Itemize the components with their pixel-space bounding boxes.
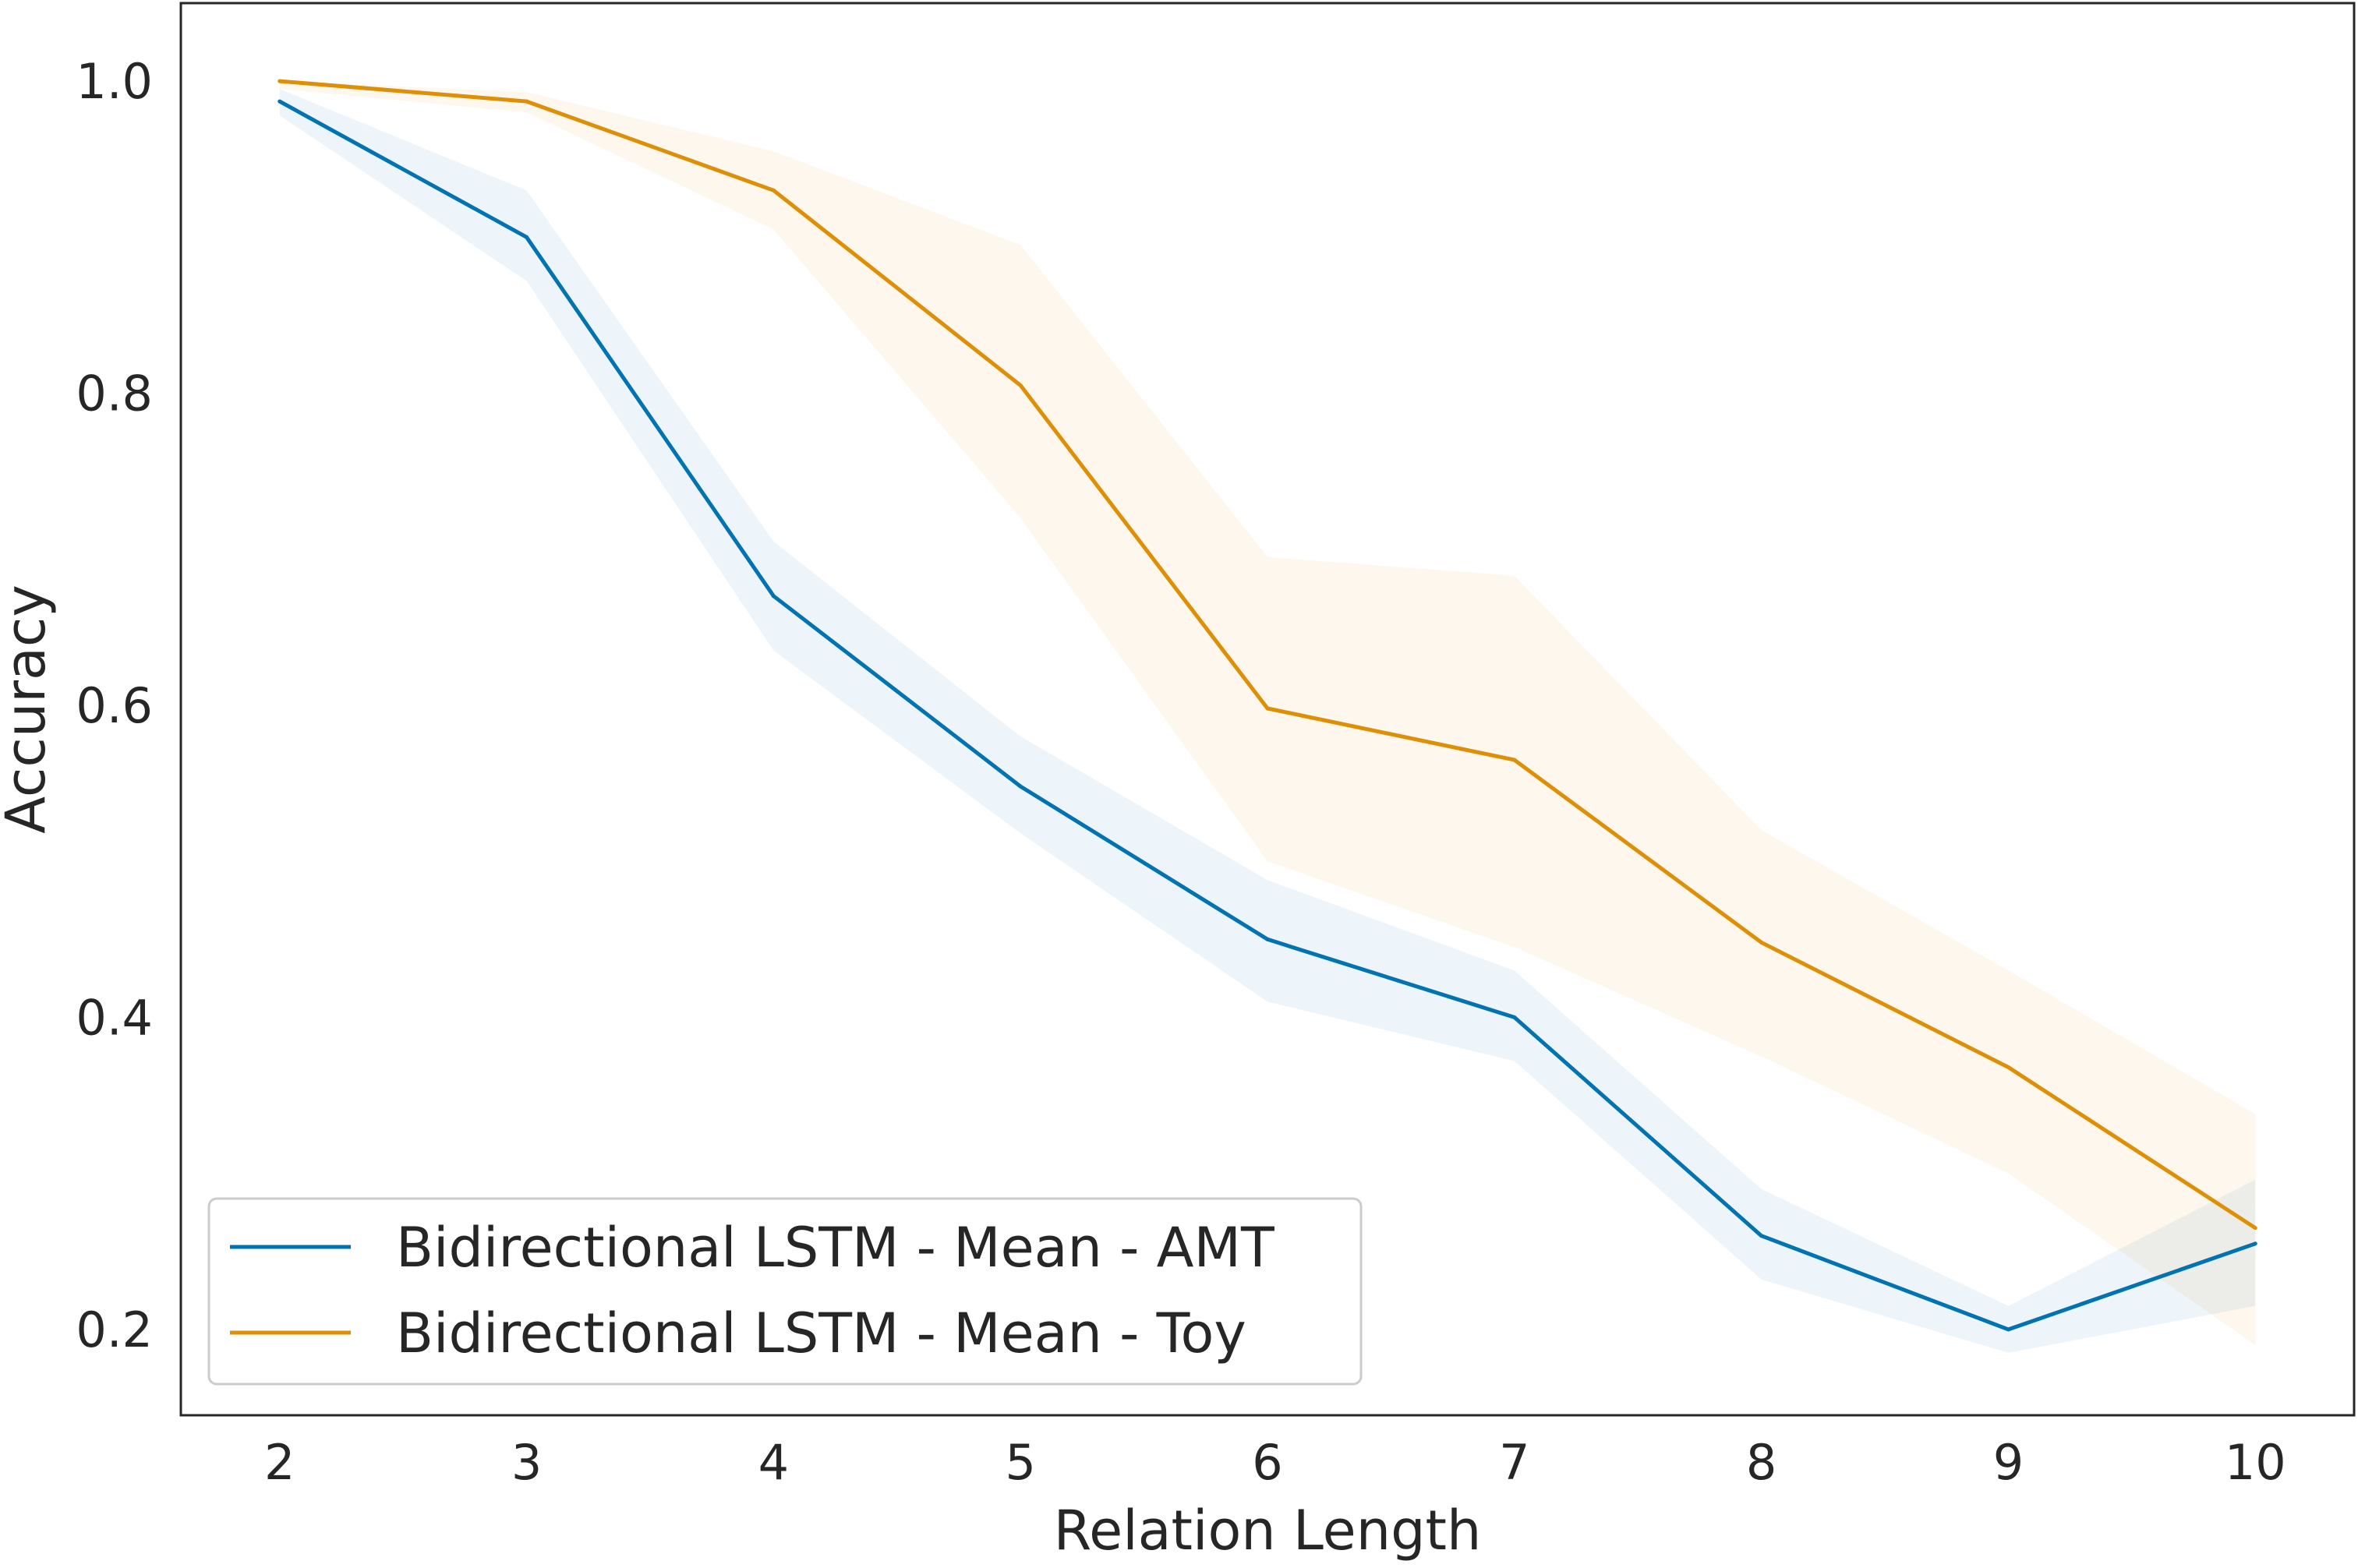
legend-label-toy: Bidirectional LSTM - Mean - Toy: [396, 1301, 1246, 1365]
x-axis-ticks: 2 3 4 5 6 7 8 9 10: [264, 1434, 2286, 1491]
x-tick-label: 2: [264, 1434, 295, 1491]
point-bidirectional-lstm-mean-amt-x7: [1512, 1015, 1517, 1019]
y-axis-label: Accuracy: [0, 584, 58, 834]
point-bidirectional-lstm-mean-amt-x6: [1265, 937, 1270, 941]
point-bidirectional-lstm-mean-toy-x6: [1265, 706, 1270, 711]
legend-label-amt: Bidirectional LSTM - Mean - AMT: [396, 1216, 1274, 1280]
point-bidirectional-lstm-mean-toy-x9: [2006, 1065, 2010, 1070]
confidence-bands: [279, 81, 2256, 1353]
band-bidirectional-lstm-mean-toy: [279, 81, 2256, 1345]
x-tick-label: 5: [1005, 1434, 1035, 1491]
point-bidirectional-lstm-mean-toy-x5: [1018, 383, 1023, 388]
y-tick-label: 1.0: [76, 53, 153, 110]
x-axis-label: Relation Length: [1054, 1499, 1482, 1563]
point-bidirectional-lstm-mean-amt-x2: [278, 99, 282, 104]
x-tick-label: 3: [511, 1434, 542, 1491]
x-tick-label: 7: [1499, 1434, 1529, 1491]
legend: Bidirectional LSTM - Mean - AMT Bidirect…: [207, 1197, 1363, 1386]
y-tick-label: 0.6: [76, 677, 153, 734]
band-bidirectional-lstm-mean-amt: [279, 89, 2256, 1353]
point-bidirectional-lstm-mean-toy-x4: [771, 188, 776, 192]
point-bidirectional-lstm-mean-toy-x3: [525, 99, 529, 104]
point-bidirectional-lstm-mean-toy-x8: [1759, 940, 1764, 945]
legend-box: [207, 1197, 1363, 1386]
x-tick-label: 8: [1746, 1434, 1776, 1491]
point-bidirectional-lstm-mean-amt-x4: [771, 594, 776, 599]
y-tick-label: 0.2: [76, 1301, 153, 1358]
y-tick-label: 0.8: [76, 366, 153, 422]
point-bidirectional-lstm-mean-toy-x10: [2253, 1226, 2257, 1231]
x-tick-label: 10: [2225, 1434, 2286, 1491]
point-bidirectional-lstm-mean-amt-x8: [1759, 1234, 1764, 1238]
y-axis-ticks: 0.2 0.4 0.6 0.8 1.0: [76, 53, 153, 1358]
point-bidirectional-lstm-mean-amt-x10: [2253, 1241, 2257, 1246]
point-bidirectional-lstm-mean-toy-x2: [278, 79, 282, 83]
point-bidirectional-lstm-mean-amt-x5: [1018, 784, 1023, 789]
plot-frame: [179, 2, 2356, 1417]
x-tick-label: 6: [1252, 1434, 1282, 1491]
y-tick-label: 0.4: [76, 989, 153, 1046]
point-bidirectional-lstm-mean-toy-x7: [1512, 758, 1517, 762]
series-lines: [278, 79, 2257, 1332]
point-bidirectional-lstm-mean-amt-x3: [525, 235, 529, 239]
x-tick-label: 9: [1993, 1434, 2024, 1491]
point-bidirectional-lstm-mean-amt-x9: [2006, 1327, 2010, 1332]
x-tick-label: 4: [758, 1434, 789, 1491]
